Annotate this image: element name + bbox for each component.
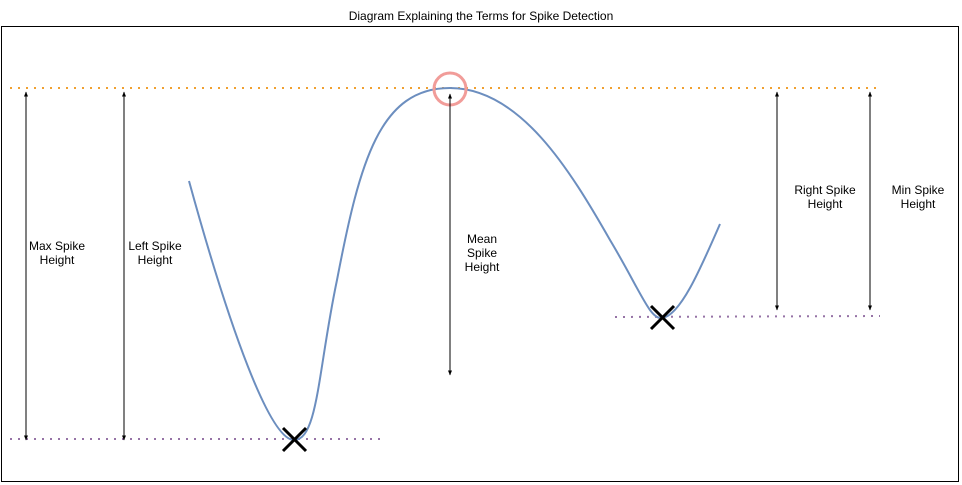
right-trough-marker (649, 304, 676, 331)
left-spike-height-label: Left Spike Height (128, 239, 182, 267)
diagram-title: Diagram Explaining the Terms for Spike D… (348, 9, 614, 23)
mean-spike-height-label: Mean Spike Height (464, 232, 500, 274)
left-trough-marker (281, 426, 308, 453)
right-spike-height-label: Right Spike Height (794, 183, 856, 211)
max-spike-height-label: Max Spike Height (28, 239, 86, 267)
signal-curve (188, 86, 721, 442)
min-spike-height-label: Min Spike Height (891, 183, 945, 211)
diagram-frame (1, 26, 959, 482)
